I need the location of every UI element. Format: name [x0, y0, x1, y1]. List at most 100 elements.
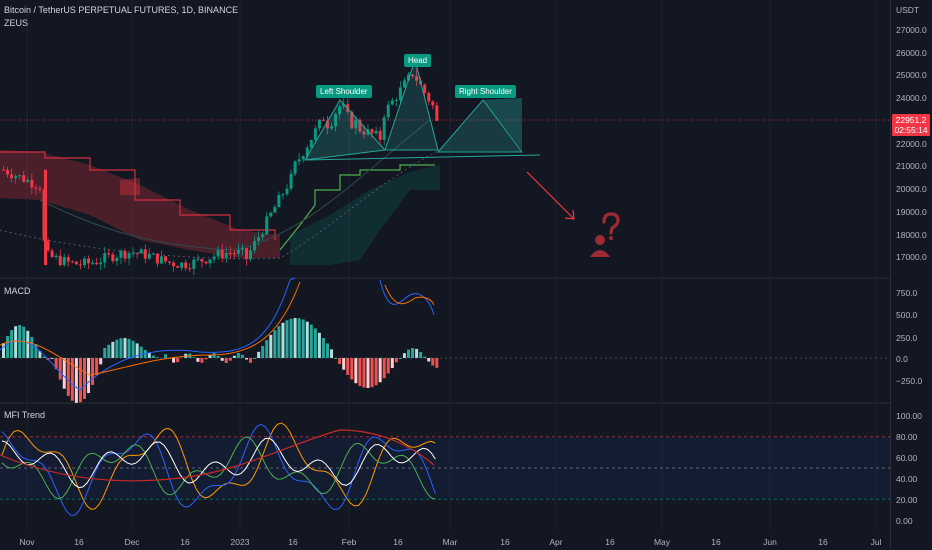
left-shoulder-label[interactable]: Left Shoulder: [316, 85, 372, 98]
price-axis[interactable]: [890, 0, 932, 550]
candle-body: [285, 188, 289, 195]
macd-bar: [358, 358, 362, 386]
price-tick: 18000.0: [896, 230, 927, 240]
indicator-label[interactable]: ZEUS: [4, 18, 29, 28]
macd-bar: [208, 354, 212, 358]
candle-body: [224, 253, 228, 259]
macd-bar: [240, 354, 244, 358]
macd-bar: [289, 318, 293, 358]
macd-bar: [277, 326, 281, 358]
price-tick: 27000.0: [896, 25, 927, 35]
candle-body: [301, 156, 305, 160]
candle-body: [188, 268, 192, 270]
macd-bar: [196, 358, 200, 362]
candle-body: [370, 129, 374, 134]
macd-bar: [42, 356, 46, 358]
candle-body: [431, 101, 435, 106]
candle-body: [208, 259, 212, 264]
candle-body: [123, 250, 127, 259]
candle-body: [78, 264, 82, 266]
macd-bar: [317, 332, 321, 358]
candle-body: [249, 250, 253, 259]
candle-body: [127, 253, 131, 259]
mfi-tick: 40.00: [896, 474, 918, 484]
candle-body: [62, 257, 66, 266]
macd-bar: [115, 339, 119, 358]
macd-tick: 500.0: [896, 310, 918, 320]
macd-bar: [293, 318, 297, 358]
main-chart-area[interactable]: [0, 0, 890, 550]
macd-bar: [224, 358, 228, 363]
price-tick: 20000.0: [896, 184, 927, 194]
candle-body: [321, 119, 325, 121]
macd-bar: [346, 358, 350, 375]
right-shoulder-label[interactable]: Right Shoulder: [455, 85, 516, 98]
macd-bar: [6, 335, 10, 358]
candle-body: [354, 120, 358, 129]
candle-body: [407, 74, 410, 81]
candle-body: [131, 253, 135, 255]
macd-bar: [407, 349, 410, 358]
time-tick: Apr: [549, 537, 563, 547]
price-tick: 19000.0: [896, 207, 927, 217]
macd-bar: [99, 358, 103, 365]
candle-body: [378, 130, 382, 140]
macd-bar: [62, 358, 66, 389]
macd-histogram: [2, 318, 439, 403]
mfi-pane-title[interactable]: MFI Trend: [4, 410, 46, 420]
candle-body: [293, 161, 297, 174]
macd-bar: [350, 358, 354, 380]
macd-bar: [200, 358, 204, 363]
candle-body: [317, 119, 321, 129]
macd-bar: [192, 357, 196, 358]
price-tick: 22000.0: [896, 139, 927, 149]
macd-bar: [123, 338, 127, 358]
candle-body: [216, 250, 220, 257]
time-tick: Jun: [763, 537, 777, 547]
macd-bar: [107, 344, 111, 358]
macd-bar: [147, 353, 151, 358]
macd-bar: [34, 344, 38, 358]
macd-bar: [309, 324, 313, 358]
candle-body: [192, 259, 196, 269]
macd-bar: [334, 358, 338, 359]
candle-body: [281, 194, 285, 196]
candle-body: [30, 179, 34, 188]
candle-body: [2, 169, 5, 171]
candle-body: [382, 117, 386, 140]
candle-body: [74, 261, 78, 265]
time-tick: 16: [180, 537, 190, 547]
time-tick: 2023: [230, 537, 250, 547]
candle-body: [143, 249, 147, 259]
macd-bar: [394, 358, 398, 363]
macd-bar: [220, 358, 224, 361]
candle-body: [151, 253, 155, 255]
baseline-red: [0, 151, 276, 240]
macd-bar: [411, 348, 415, 358]
price-tick: 25000.0: [896, 70, 927, 80]
macd-pane-title[interactable]: MACD: [4, 286, 31, 296]
head-label[interactable]: Head: [404, 54, 432, 67]
price-tick: 26000.0: [896, 48, 927, 58]
macd-bar: [66, 358, 70, 396]
macd-bar: [151, 355, 155, 358]
chart-canvas[interactable]: [0, 0, 890, 550]
time-tick: May: [653, 537, 671, 547]
macd-bar: [83, 358, 86, 399]
mfi-tick: 60.00: [896, 453, 918, 463]
time-tick: 16: [393, 537, 403, 547]
candle-body: [155, 253, 159, 264]
candle-body: [184, 262, 188, 269]
signal-line: [0, 281, 435, 376]
candle-body: [261, 234, 265, 238]
macd-bar: [2, 343, 5, 358]
question-mark: [602, 212, 620, 235]
candle-body: [111, 254, 115, 262]
candle-body: [204, 261, 208, 264]
candle-body: [14, 176, 18, 179]
chart-title: Bitcoin / TetherUS PERPETUAL FUTURES, 1D…: [4, 5, 239, 15]
candle-body: [159, 256, 163, 264]
macd-bar: [386, 358, 390, 374]
macd-bar: [95, 358, 99, 376]
macd-bar: [26, 330, 30, 358]
